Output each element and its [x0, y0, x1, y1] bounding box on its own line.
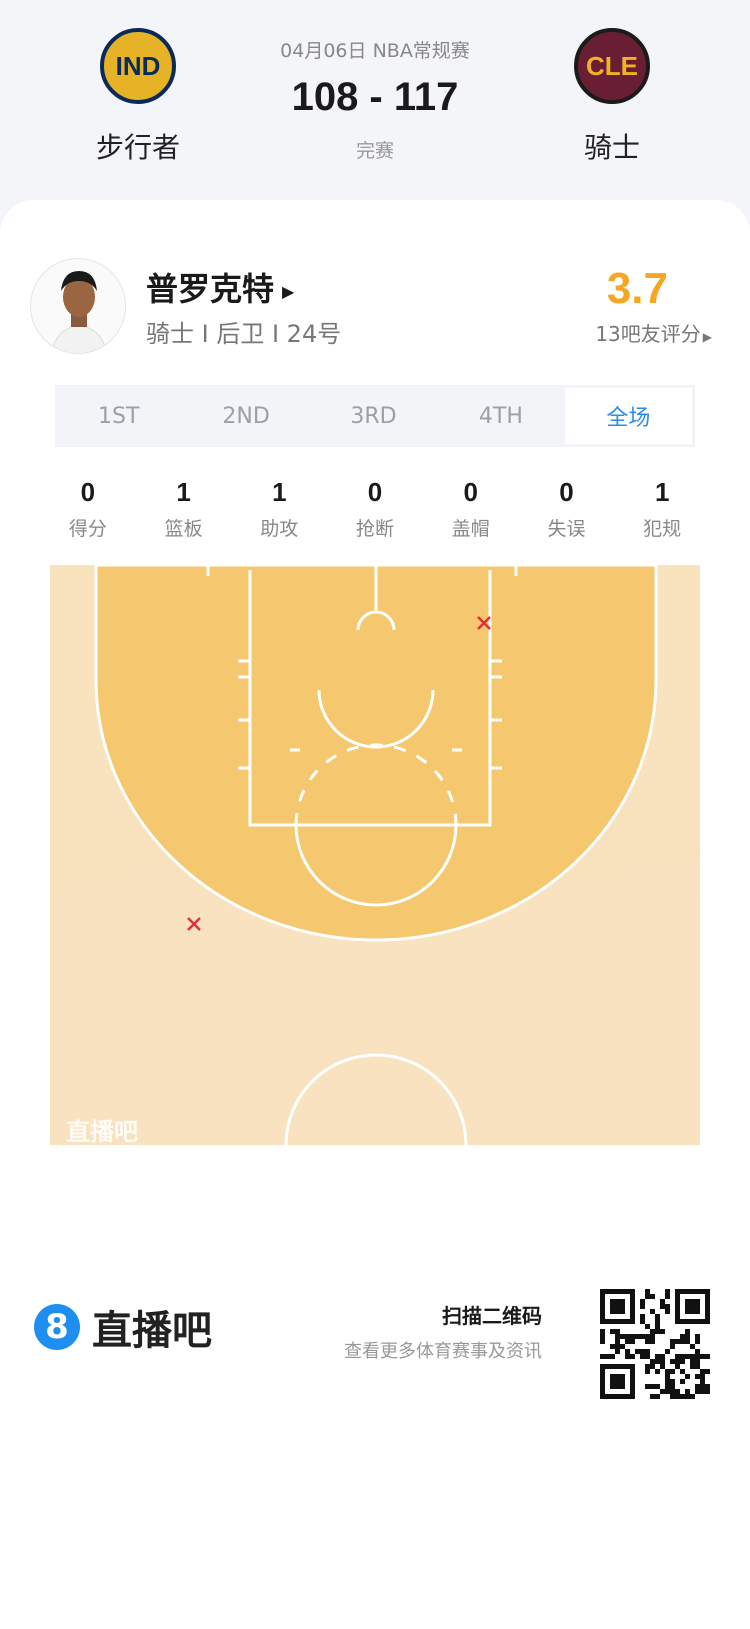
home-team[interactable]: IND 步行者: [78, 28, 198, 166]
away-team-name: 骑士: [583, 131, 640, 164]
stat-value: 0: [559, 477, 574, 507]
stat-item: 1 犯规: [614, 477, 710, 541]
match-date-league: 04月06日 NBA常规赛: [280, 40, 470, 62]
scan-subtitle: 查看更多体育赛事及资讯: [344, 1341, 542, 1362]
brand-badge-icon: 8: [34, 1304, 80, 1350]
away-team[interactable]: CLE 骑士: [552, 28, 672, 166]
player-photo-icon: [31, 259, 125, 353]
stat-item: 0 抢断: [327, 477, 423, 541]
stat-value: 0: [367, 477, 383, 507]
stat-value: 1: [654, 477, 670, 507]
stats-row-basic: 0 得分 1 篮板 1 助攻 0 抢断 0 盖帽 0 失误 1 犯规: [40, 477, 710, 541]
caret-right-icon: ▶: [702, 330, 712, 344]
shot-chart: [50, 565, 700, 1145]
stat-label: 篮板: [164, 518, 203, 540]
tab-full-game[interactable]: 全场: [564, 388, 693, 444]
stat-item: 0 盖帽: [423, 477, 519, 541]
stat-item: 0 失误: [519, 477, 615, 541]
stat-value: 0: [80, 477, 96, 507]
away-team-logo: CLE: [574, 28, 650, 104]
player-name-link[interactable]: 普罗克特 ▶: [146, 264, 294, 310]
match-score: 108 - 117: [291, 75, 459, 119]
shot-markers: [187, 616, 491, 931]
match-summary: 04月06日 NBA常规赛 108 - 117 完赛: [225, 36, 525, 163]
stat-value: 0: [463, 477, 478, 507]
missed-shot-marker: [187, 917, 201, 931]
brand-name: 直播吧: [92, 1308, 212, 1354]
tab-1st[interactable]: 1ST: [98, 403, 140, 429]
brand-logo: 8 直播吧: [34, 1298, 212, 1356]
rating-count: 13吧友评分: [595, 322, 701, 346]
court-lines: [206, 565, 518, 1145]
stat-value: 1: [176, 477, 191, 507]
stat-label: 抢断: [356, 518, 395, 540]
tab-4th[interactable]: 4TH: [478, 403, 523, 429]
stat-item: 1 篮板: [136, 477, 232, 541]
tab-2nd[interactable]: 2ND: [222, 403, 270, 429]
player-name: 普罗克特: [146, 270, 275, 308]
three-point-area: [94, 565, 658, 942]
match-status: 完赛: [355, 140, 394, 162]
stat-label: 失误: [547, 518, 586, 540]
scan-title: 扫描二维码: [442, 1304, 542, 1328]
tab-3rd[interactable]: 3RD: [350, 403, 397, 429]
missed-shot-marker: [477, 616, 491, 630]
caret-right-icon: ▶: [282, 281, 295, 301]
rating-count-link[interactable]: 13吧友评分 ▶: [595, 318, 712, 347]
player-rating: 3.7: [606, 264, 668, 313]
stat-label: 得分: [68, 518, 107, 540]
scan-prompt: 扫描二维码 查看更多体育赛事及资讯: [344, 1300, 542, 1363]
period-tabs: 1ST 2ND 3RD 4TH 全场: [55, 385, 695, 447]
stat-item: 0 得分: [40, 477, 136, 541]
stat-item: 1 助攻: [231, 477, 327, 541]
stat-label: 盖帽: [451, 518, 490, 540]
home-team-name: 步行者: [95, 131, 180, 164]
court-watermark: 直播吧: [66, 1118, 138, 1146]
home-team-logo: IND: [100, 28, 176, 104]
stat-value: 1: [272, 477, 287, 507]
qr-code-icon[interactable]: [600, 1289, 710, 1399]
player-avatar[interactable]: [30, 258, 126, 354]
stat-label: 犯规: [643, 518, 682, 540]
player-info: 骑士 I 后卫 I 24号: [146, 320, 342, 348]
stat-label: 助攻: [260, 518, 299, 540]
match-header: IND 步行者 04月06日 NBA常规赛 108 - 117 完赛 CLE 骑…: [0, 0, 750, 200]
